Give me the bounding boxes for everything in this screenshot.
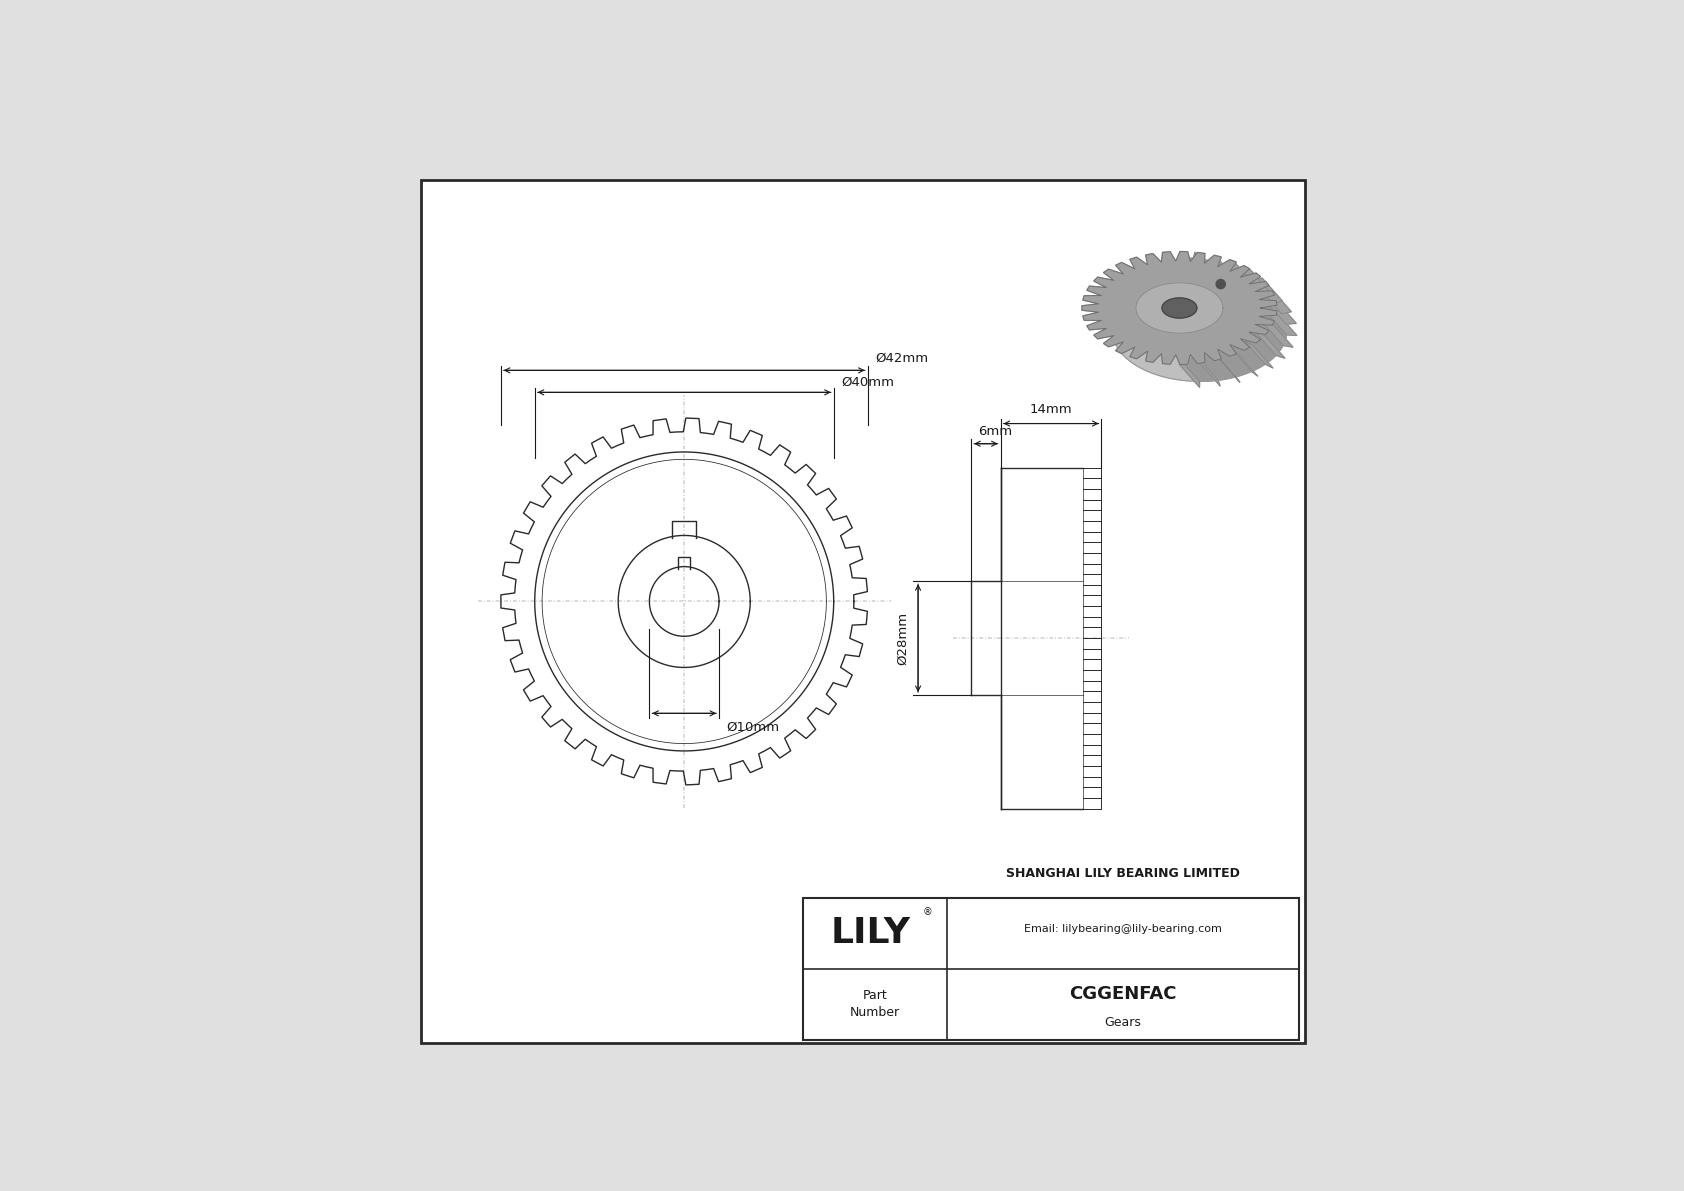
Polygon shape <box>1241 269 1270 295</box>
Text: Ø10mm: Ø10mm <box>726 721 780 734</box>
Polygon shape <box>1179 257 1287 381</box>
Text: SHANGHAI LILY BEARING LIMITED: SHANGHAI LILY BEARING LIMITED <box>1005 867 1239 880</box>
Polygon shape <box>1266 312 1297 336</box>
Polygon shape <box>1261 289 1292 313</box>
Polygon shape <box>1162 298 1197 318</box>
Text: LILY: LILY <box>830 916 911 950</box>
Polygon shape <box>1244 341 1273 368</box>
Text: ®: ® <box>923 906 933 917</box>
Polygon shape <box>1194 252 1216 281</box>
Text: Part
Number: Part Number <box>850 990 901 1019</box>
Polygon shape <box>1211 255 1234 283</box>
Polygon shape <box>1228 261 1253 289</box>
Polygon shape <box>1253 278 1282 304</box>
Text: Email: lilybearing@lily-bearing.com: Email: lilybearing@lily-bearing.com <box>1024 924 1223 934</box>
Polygon shape <box>1216 354 1239 382</box>
Polygon shape <box>1266 300 1297 324</box>
Text: 6mm: 6mm <box>978 425 1012 438</box>
Polygon shape <box>1137 282 1223 333</box>
Polygon shape <box>1263 323 1293 348</box>
Text: Ø28mm: Ø28mm <box>896 611 909 665</box>
Text: Ø42mm: Ø42mm <box>876 351 928 364</box>
Polygon shape <box>1179 358 1199 387</box>
Circle shape <box>1216 280 1226 288</box>
Text: 14mm: 14mm <box>1029 404 1073 416</box>
Polygon shape <box>1113 281 1287 381</box>
Text: CGGENFAC: CGGENFAC <box>1069 985 1177 1003</box>
Polygon shape <box>1231 349 1258 376</box>
Polygon shape <box>1197 357 1221 386</box>
Polygon shape <box>1256 332 1285 358</box>
Bar <box>803 898 1298 1040</box>
Text: Ø40mm: Ø40mm <box>840 375 894 388</box>
Text: Gears: Gears <box>1105 1016 1142 1029</box>
Polygon shape <box>1081 251 1276 364</box>
